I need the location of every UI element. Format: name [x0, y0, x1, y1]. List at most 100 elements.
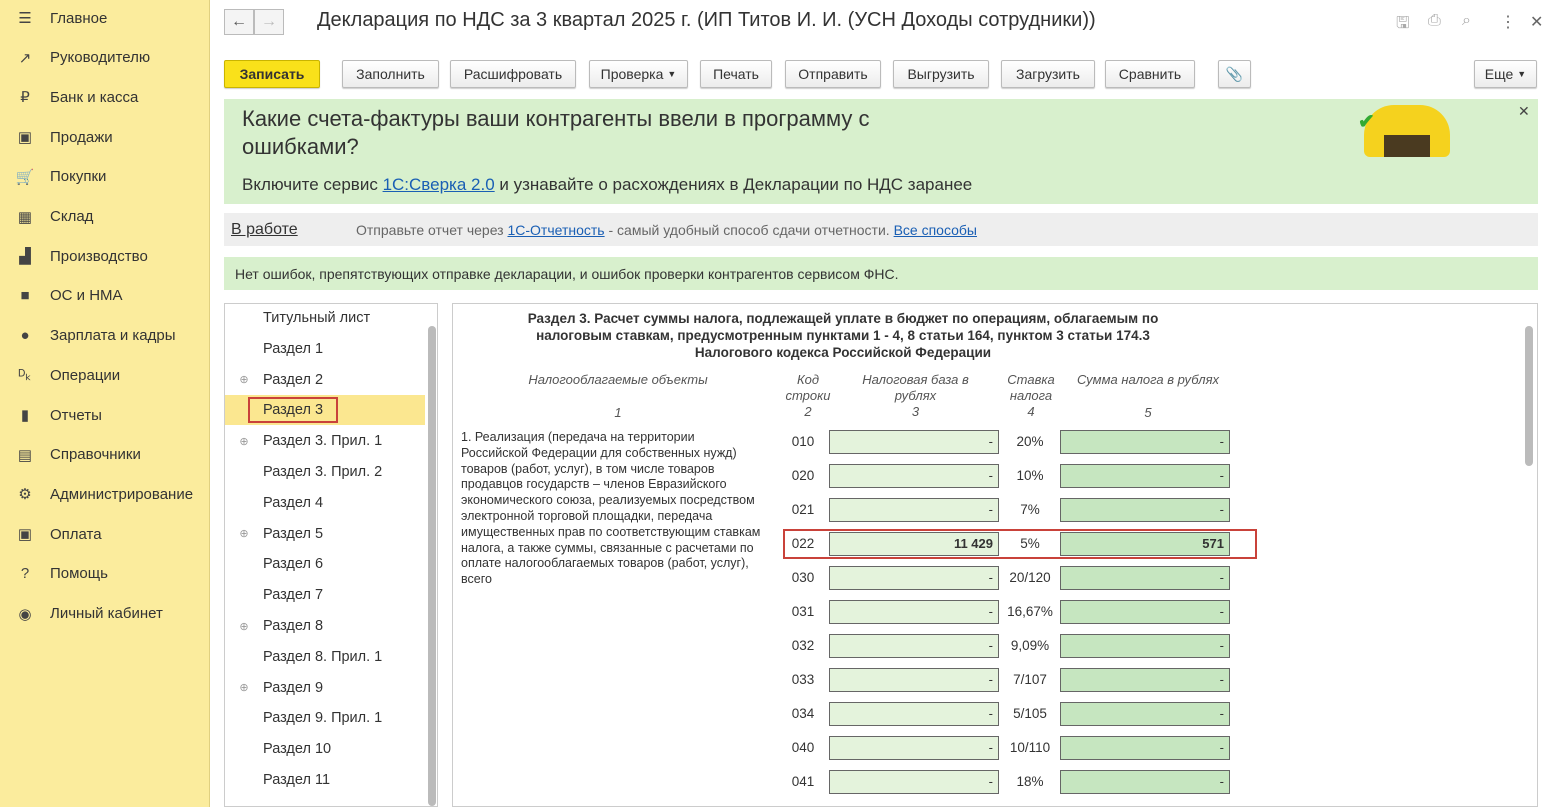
trend-icon: ↗ — [18, 49, 32, 67]
all-methods-link[interactable]: Все способы — [893, 221, 977, 238]
status-text-mid: - самый удобный способ сдачи отчетности. — [604, 221, 894, 238]
tax-base-field[interactable]: 11 429 — [829, 532, 999, 556]
page-title: Декларация по НДС за 3 квартал 2025 г. (… — [317, 9, 1096, 31]
tree-item[interactable]: ⊕ Раздел 8 — [225, 611, 425, 641]
tax-amount-field[interactable]: 571 — [1060, 532, 1230, 556]
forward-button[interactable]: → — [254, 9, 284, 35]
fill-button[interactable]: Заполнить — [342, 60, 439, 88]
tree-item[interactable]: Раздел 10 — [225, 734, 425, 764]
sidebar-item[interactable]: ▤ Справочники — [0, 440, 210, 470]
form-scrollbar[interactable] — [1525, 326, 1533, 466]
more-button[interactable]: Еще ▼ — [1474, 60, 1537, 88]
sidebar-item[interactable]: ▮ Отчеты — [0, 400, 210, 430]
expand-icon[interactable]: ⊕ — [239, 682, 249, 695]
col-title: Налогооблагаемые объекты — [528, 372, 708, 387]
tree-item[interactable]: Раздел 3 — [225, 395, 425, 426]
tree-scrollbar[interactable] — [428, 326, 436, 806]
tax-amount-field[interactable]: - — [1060, 668, 1230, 692]
tree-item[interactable]: Раздел 7 — [225, 580, 425, 610]
tree-item-label: Раздел 5 — [263, 525, 324, 542]
tree-item[interactable]: Раздел 9. Прил. 1 — [225, 703, 425, 733]
tax-base-field[interactable]: - — [829, 668, 999, 692]
export-button[interactable]: Выгрузить — [893, 60, 989, 88]
check-dropdown-button[interactable]: Проверка ▼ — [589, 60, 688, 88]
sidebar-item[interactable]: ☰ Главное — [0, 3, 210, 33]
decode-button[interactable]: Расшифровать — [450, 60, 576, 88]
row-code: 022 — [791, 536, 815, 551]
cart-icon: 🛒 — [15, 168, 35, 186]
expand-icon[interactable]: ⊕ — [239, 620, 249, 633]
sidebar-item-label: ОС и НМА — [50, 287, 123, 305]
col-title: Ставка налога — [1007, 372, 1055, 403]
sidebar-item[interactable]: ▣ Оплата — [0, 519, 210, 549]
banner-close-icon[interactable]: ✕ — [1518, 103, 1530, 119]
tax-amount-field[interactable]: - — [1060, 566, 1230, 590]
sidebar-item[interactable]: ↗ Руководителю — [0, 43, 210, 73]
sidebar-item[interactable]: 🛒 Покупки — [0, 162, 210, 192]
print-icon[interactable]: ⎙ — [1428, 12, 1441, 29]
back-button[interactable]: ← — [224, 9, 254, 35]
sidebar-item[interactable]: ? Помощь — [0, 559, 210, 589]
compare-button[interactable]: Сравнить — [1105, 60, 1195, 88]
attachment-icon[interactable]: 📎 — [1218, 60, 1251, 88]
sidebar-item[interactable]: ▟ Производство — [0, 241, 210, 271]
tax-amount-field[interactable]: - — [1060, 770, 1230, 794]
tree-item[interactable]: Раздел 8. Прил. 1 — [225, 642, 425, 672]
tree-item[interactable]: ⊕ Раздел 2 — [225, 365, 425, 395]
sidebar-item[interactable]: ᴰₖ Операции — [0, 360, 210, 390]
status-state-link[interactable]: В работе — [231, 220, 298, 238]
tax-base-field[interactable]: - — [829, 600, 999, 624]
close-icon[interactable]: ✕ — [1530, 14, 1544, 31]
tree-item[interactable]: ⊕ Раздел 3. Прил. 1 — [225, 426, 425, 456]
tax-amount-field[interactable]: - — [1060, 464, 1230, 488]
sidebar-item[interactable]: ■ ОС и НМА — [0, 281, 210, 311]
tax-amount-field[interactable]: - — [1060, 430, 1230, 454]
tax-amount-field[interactable]: - — [1060, 702, 1230, 726]
tree-item[interactable]: ⊕ Раздел 9 — [225, 673, 425, 703]
dt-kt-icon: ᴰₖ — [18, 367, 32, 385]
sidebar-item[interactable]: ⚙ Администрирование — [0, 479, 210, 509]
form-row: 020 - 10% - — [453, 464, 1533, 490]
save-button[interactable]: Записать — [224, 60, 320, 88]
import-button[interactable]: Загрузить — [1001, 60, 1095, 88]
tax-base-field[interactable]: - — [829, 736, 999, 760]
tree-item[interactable]: Раздел 1 — [225, 334, 425, 364]
tax-base-field[interactable]: - — [829, 430, 999, 454]
sidebar-item-label: Отчеты — [50, 406, 102, 424]
cat-mascot-icon: ✔ — [1358, 105, 1450, 157]
sidebar-item[interactable]: ◉ Личный кабинет — [0, 599, 210, 629]
expand-icon[interactable]: ⊕ — [239, 374, 249, 387]
tax-base-field[interactable]: - — [829, 498, 999, 522]
print-button[interactable]: Печать — [700, 60, 772, 88]
sidebar-item-label: Операции — [50, 366, 121, 384]
tree-item[interactable]: Раздел 6 — [225, 549, 425, 579]
sidebar-item[interactable]: ▦ Склад — [0, 202, 210, 232]
sidebar-item[interactable]: ▣ Продажи — [0, 122, 210, 152]
tree-item[interactable]: Раздел 4 — [225, 488, 425, 518]
tree-item[interactable]: Титульный лист — [225, 304, 425, 333]
tax-base-field[interactable]: - — [829, 634, 999, 658]
sidebar-item-label: Банк и касса — [50, 88, 139, 106]
sidebar-item[interactable]: ₽ Банк и касса — [0, 82, 210, 112]
tree-item[interactable]: Раздел 11 — [225, 765, 425, 795]
expand-icon[interactable]: ⊕ — [239, 435, 249, 448]
more-vert-icon[interactable]: ⋮ — [1500, 14, 1516, 31]
tax-base-field[interactable]: - — [829, 702, 999, 726]
tree-item[interactable]: ⊕ Раздел 5 — [225, 519, 425, 549]
send-button[interactable]: Отправить — [785, 60, 881, 88]
tree-item[interactable]: Раздел 3. Прил. 2 — [225, 457, 425, 487]
tax-amount-field[interactable]: - — [1060, 634, 1230, 658]
tax-amount-field[interactable]: - — [1060, 600, 1230, 624]
check-label: Проверка — [600, 66, 664, 82]
tax-base-field[interactable]: - — [829, 770, 999, 794]
expand-icon[interactable]: ⊕ — [239, 528, 249, 541]
1c-reporting-link[interactable]: 1С-Отчетность — [507, 221, 605, 238]
preview-icon[interactable]: ⌕ — [1462, 12, 1471, 29]
sverka-link[interactable]: 1С:Сверка 2.0 — [382, 175, 495, 194]
sidebar-item[interactable]: ● Зарплата и кадры — [0, 321, 210, 351]
save-icon[interactable]: 🖫 — [1396, 15, 1410, 32]
tax-amount-field[interactable]: - — [1060, 736, 1230, 760]
tax-base-field[interactable]: - — [829, 566, 999, 590]
tax-base-field[interactable]: - — [829, 464, 999, 488]
tax-amount-field[interactable]: - — [1060, 498, 1230, 522]
